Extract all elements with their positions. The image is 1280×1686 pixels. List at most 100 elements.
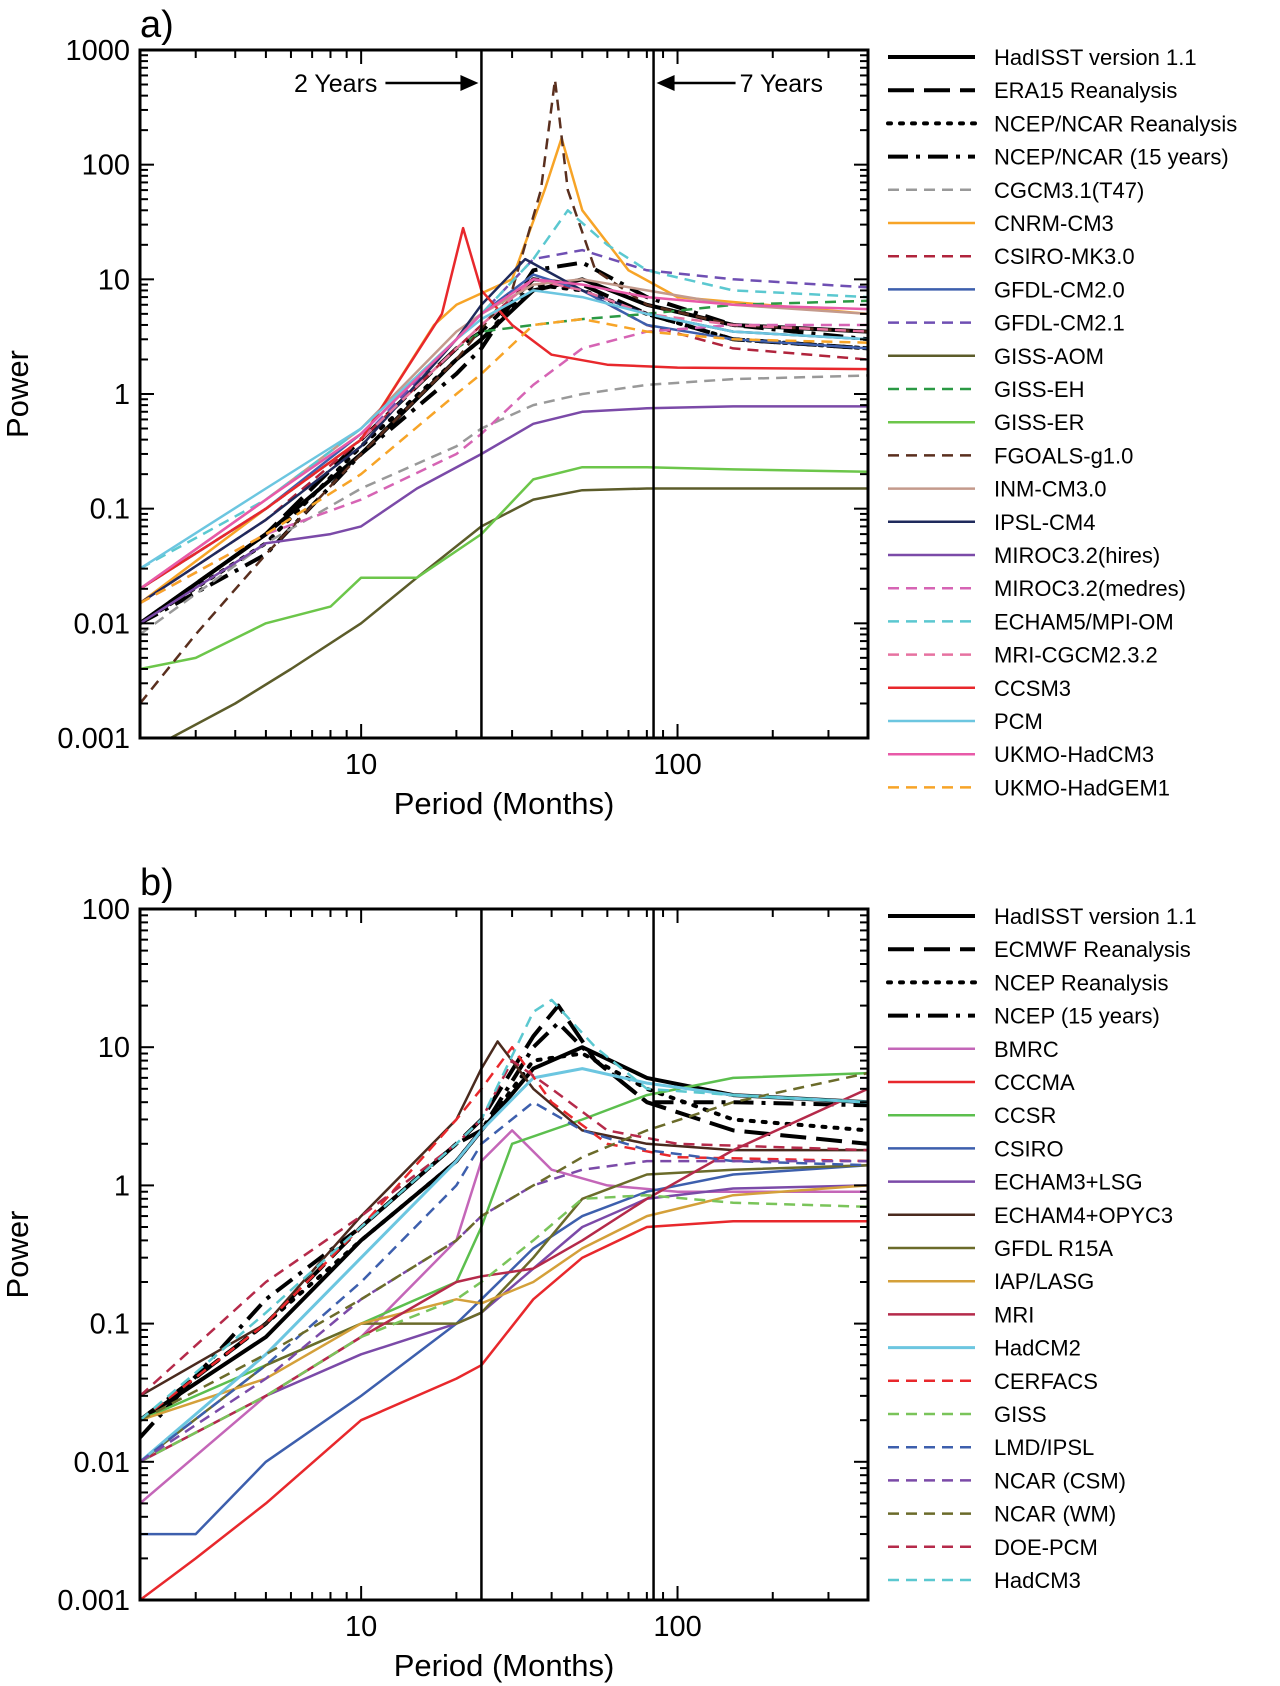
x-axis-label: Period (Months) <box>394 1648 615 1683</box>
legend-label: INM-CM3.0 <box>994 477 1106 502</box>
legend-item: MIROC3.2(medres) <box>888 576 1186 601</box>
legend-label: GFDL-CM2.0 <box>994 277 1125 302</box>
series-line-13 <box>140 78 868 705</box>
legend-item: GISS-AOM <box>888 344 1104 369</box>
legend-item: MRI-CGCM2.3.2 <box>888 643 1158 668</box>
x-tick-label: 100 <box>653 1611 701 1643</box>
series-line-15 <box>140 1045 868 1422</box>
series-line-5 <box>140 374 868 636</box>
y-tick-label: 0.1 <box>90 494 130 526</box>
y-tick-label: 0.01 <box>74 608 130 640</box>
legend-item: CSIRO-MK3.0 <box>888 244 1135 269</box>
legend-item: GISS-ER <box>888 410 1084 435</box>
series-line-13 <box>140 1087 868 1463</box>
series-line-8 <box>140 273 868 590</box>
legend-item: CSIRO <box>888 1136 1064 1161</box>
legend-item: ECMWF Reanalysis <box>888 937 1191 962</box>
annotation-arrow-head <box>656 75 675 91</box>
legend-item: CCSR <box>888 1103 1056 1128</box>
legend-item: NCAR (WM) <box>888 1502 1116 1527</box>
series-group <box>140 998 868 1600</box>
x-tick-label: 10 <box>345 1611 377 1643</box>
legend-label: MIROC3.2(medres) <box>994 576 1186 601</box>
series-line-21 <box>140 289 868 570</box>
legend-label: PCM <box>994 709 1043 734</box>
series-line-2 <box>140 1003 868 1422</box>
legend-item: HadCM2 <box>888 1336 1081 1361</box>
series-line-17 <box>140 323 868 605</box>
legend-item: GISS-EH <box>888 377 1084 402</box>
y-tick-label: 0.001 <box>57 723 130 755</box>
panel-b: b) 10 100 0.001 0.01 0.1 1 10 100 Period (Months)… <box>0 862 1197 1683</box>
legend-label: BMRC <box>994 1037 1059 1062</box>
legend-item: MRI <box>888 1302 1034 1327</box>
legend: HadISST version 1.1 ECMWF Reanalysis NCEP … <box>886 904 1197 1593</box>
y-tick-label: 10 <box>98 1032 130 1064</box>
y-tick-label: 100 <box>82 150 130 182</box>
legend-item: CCSM3 <box>888 676 1071 701</box>
legend-item: BMRC <box>888 1037 1059 1062</box>
legend-label: GISS-EH <box>994 377 1084 402</box>
legend-label: ECHAM5/MPI-OM <box>994 609 1174 634</box>
legend-label: CSIRO <box>994 1136 1064 1161</box>
legend-label: MRI-CGCM2.3.2 <box>994 643 1158 668</box>
plot-frame <box>138 907 870 1602</box>
legend-item: IAP/LASG <box>888 1269 1094 1294</box>
annotation-arrow-head <box>460 75 479 91</box>
legend-item: DOE-PCM <box>888 1535 1098 1560</box>
legend-item: CGCM3.1(T47) <box>888 178 1144 203</box>
annotation-text: 2 Years <box>294 70 377 98</box>
series-line-6 <box>140 136 868 605</box>
panel-label: a) <box>140 4 174 46</box>
legend-item: PCM <box>888 709 1043 734</box>
series-line-23 <box>140 317 868 605</box>
legend-label: GFDL R15A <box>994 1236 1113 1261</box>
y-tick-label: 1 <box>114 379 130 411</box>
series-line-12 <box>140 1184 868 1422</box>
legend-item: GISS <box>888 1402 1047 1427</box>
legend-label: DOE-PCM <box>994 1535 1098 1560</box>
legend-label: GISS-ER <box>994 410 1084 435</box>
series-line-16 <box>140 1193 868 1463</box>
legend-item: NCEP (15 years) <box>888 1004 1160 1029</box>
legend-item: ECHAM5/MPI-OM <box>888 609 1174 634</box>
legend-item: NCEP Reanalysis <box>886 970 1168 995</box>
legend-label: CERFACS <box>994 1369 1098 1394</box>
series-line-20 <box>140 1059 868 1397</box>
series-line-18 <box>140 209 868 570</box>
legend-item: HadISST version 1.1 <box>888 904 1197 929</box>
y-tick-label: 1000 <box>65 35 130 67</box>
series-group <box>140 78 868 738</box>
legend-label: MRI <box>994 1302 1034 1327</box>
series-line-1 <box>140 1045 868 1422</box>
y-tick-label: 0.001 <box>57 1585 130 1617</box>
series-line-3 <box>140 1051 868 1423</box>
legend-item: GFDL-CM2.1 <box>888 311 1125 336</box>
plot-frame <box>138 48 870 740</box>
legend-label: NCEP (15 years) <box>994 1004 1160 1029</box>
legend-label: NCEP/NCAR (15 years) <box>994 145 1229 170</box>
legend-label: GISS-AOM <box>994 344 1104 369</box>
series-line-12 <box>140 465 868 671</box>
legend-label: GISS <box>994 1402 1047 1427</box>
series-line-14 <box>140 1067 868 1463</box>
legend-label: MIROC3.2(hires) <box>994 543 1160 568</box>
legend-label: GFDL-CM2.1 <box>994 311 1125 336</box>
legend-item: LMD/IPSL <box>888 1435 1094 1460</box>
legend-label: LMD/IPSL <box>994 1435 1094 1460</box>
legend-item: NCEP/NCAR Reanalysis <box>886 111 1237 136</box>
y-tick-label: 1 <box>114 1170 130 1202</box>
legend-item: UKMO-HadCM3 <box>888 742 1154 767</box>
series-line-10 <box>140 1040 868 1397</box>
series-line-9 <box>140 1184 868 1463</box>
legend-label: CSIRO-MK3.0 <box>994 244 1135 269</box>
series-line-17 <box>140 1100 868 1463</box>
series-line-19 <box>140 1071 868 1422</box>
series-line-11 <box>140 1163 868 1463</box>
y-axis-label: Power <box>0 350 35 438</box>
legend-label: HadCM2 <box>994 1336 1081 1361</box>
series-line-22 <box>140 278 868 590</box>
legend-label: CCSM3 <box>994 676 1071 701</box>
legend-item: GFDL R15A <box>888 1236 1113 1261</box>
